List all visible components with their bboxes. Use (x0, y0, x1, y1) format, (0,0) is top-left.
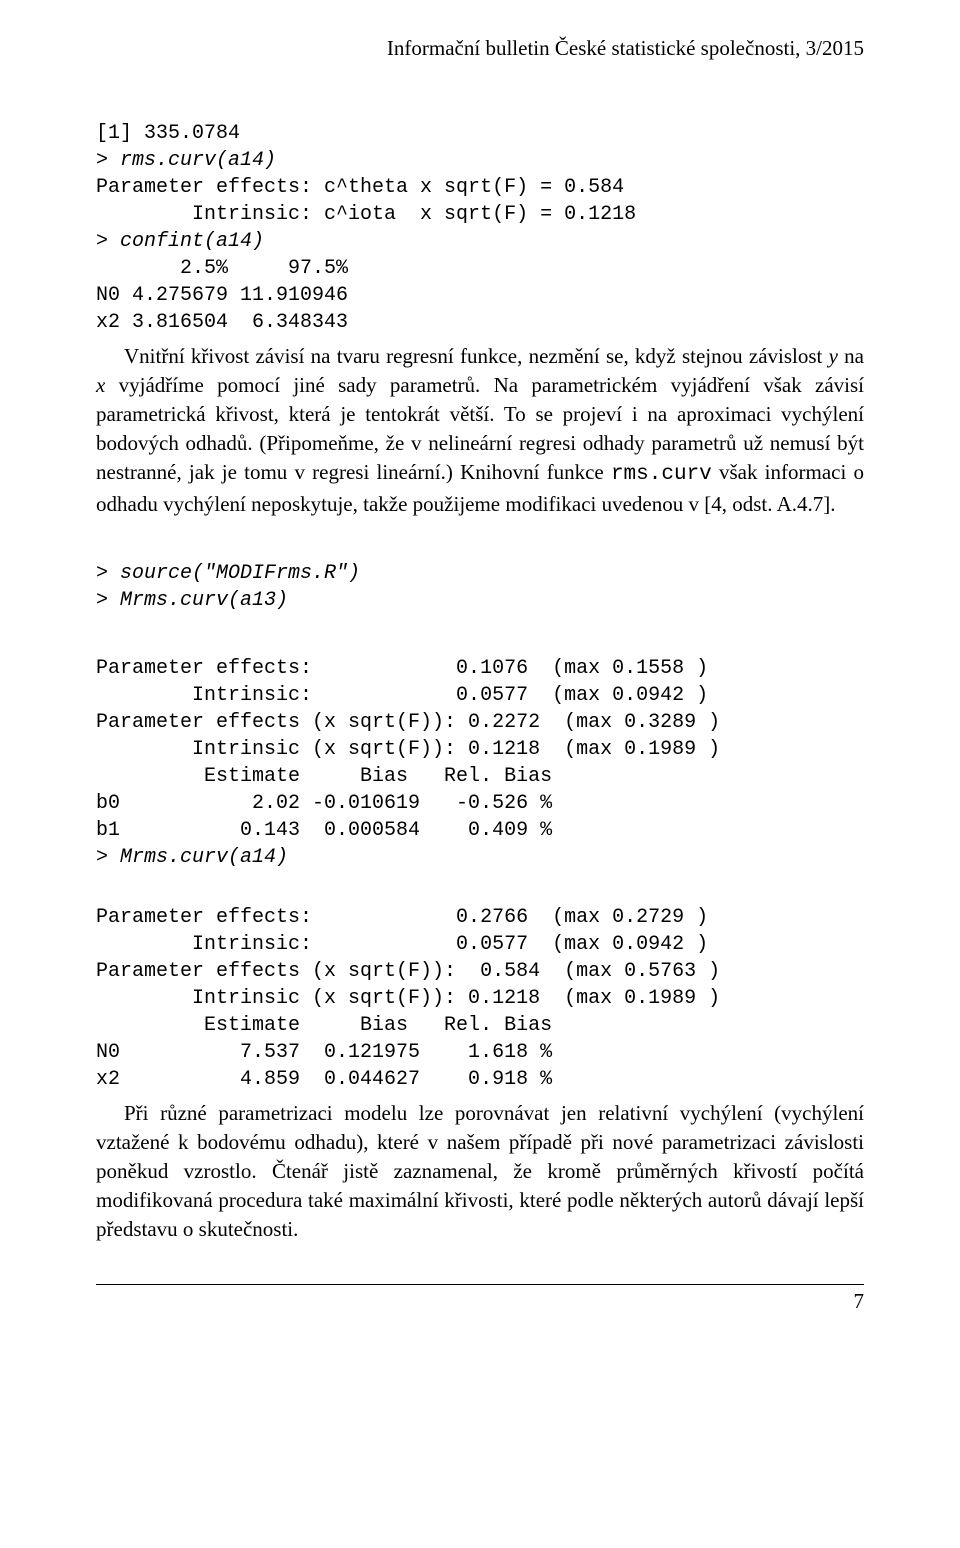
code-output-block-3: Parameter effects: 0.1076 (max 0.1558 ) … (96, 628, 864, 871)
code-line: Parameter effects: c^theta x sqrt(F) = 0… (96, 176, 624, 199)
code-line: Parameter effects (x sqrt(F)): 0.2272 (m… (96, 711, 720, 734)
code-output-block-1: [1] 335.0784 > rms.curv(a14) Parameter e… (96, 93, 864, 336)
code-line: Intrinsic (x sqrt(F)): 0.1218 (max 0.198… (96, 987, 720, 1010)
code-line: [1] 335.0784 (96, 122, 240, 145)
page-number: 7 (96, 1289, 864, 1314)
var-y: y (829, 344, 838, 368)
code-line: 2.5% 97.5% (96, 257, 348, 280)
code-line: Parameter effects: 0.2766 (max 0.2729 ) (96, 906, 708, 929)
var-x: x (96, 373, 105, 397)
inline-code: rms.curv (611, 463, 712, 486)
code-line: Intrinsic: 0.0577 (max 0.0942 ) (96, 684, 708, 707)
code-line: > Mrms.curv(a14) (96, 846, 288, 869)
page-content: Informační bulletin České statistické sp… (0, 0, 960, 1354)
code-line: Parameter effects: 0.1076 (max 0.1558 ) (96, 657, 708, 680)
code-line: b1 0.143 0.000584 0.409 % (96, 819, 552, 842)
code-line: b0 2.02 -0.010619 -0.526 % (96, 792, 552, 815)
paragraph-2: Při různé parametrizaci modelu lze porov… (96, 1099, 864, 1244)
text: Vnitřní křivost závisí na tvaru regresní… (124, 344, 829, 368)
code-line: Estimate Bias Rel. Bias (96, 765, 552, 788)
code-line: N0 4.275679 11.910946 (96, 284, 348, 307)
code-line: x2 3.816504 6.348343 (96, 311, 348, 334)
code-line: Estimate Bias Rel. Bias (96, 1014, 552, 1037)
code-line: > confint(a14) (96, 230, 264, 253)
code-line: Intrinsic: c^iota x sqrt(F) = 0.1218 (96, 203, 636, 226)
code-line: Intrinsic (x sqrt(F)): 0.1218 (max 0.198… (96, 738, 720, 761)
code-input-block-2: > source("MODIFrms.R") > Mrms.curv(a13) (96, 533, 864, 614)
code-line: > Mrms.curv(a13) (96, 589, 288, 612)
running-header: Informační bulletin České statistické sp… (96, 36, 864, 61)
footer-rule (96, 1284, 864, 1285)
paragraph-1: Vnitřní křivost závisí na tvaru regresní… (96, 342, 864, 519)
code-output-block-4: Parameter effects: 0.2766 (max 0.2729 ) … (96, 877, 864, 1093)
text: na (838, 344, 864, 368)
code-line: N0 7.537 0.121975 1.618 % (96, 1041, 552, 1064)
code-line: > source("MODIFrms.R") (96, 562, 360, 585)
text: Při různé parametrizaci modelu lze porov… (96, 1101, 864, 1241)
code-line: Intrinsic: 0.0577 (max 0.0942 ) (96, 933, 708, 956)
code-line: x2 4.859 0.044627 0.918 % (96, 1068, 552, 1091)
code-line: > rms.curv(a14) (96, 149, 276, 172)
code-line: Parameter effects (x sqrt(F)): 0.584 (ma… (96, 960, 720, 983)
